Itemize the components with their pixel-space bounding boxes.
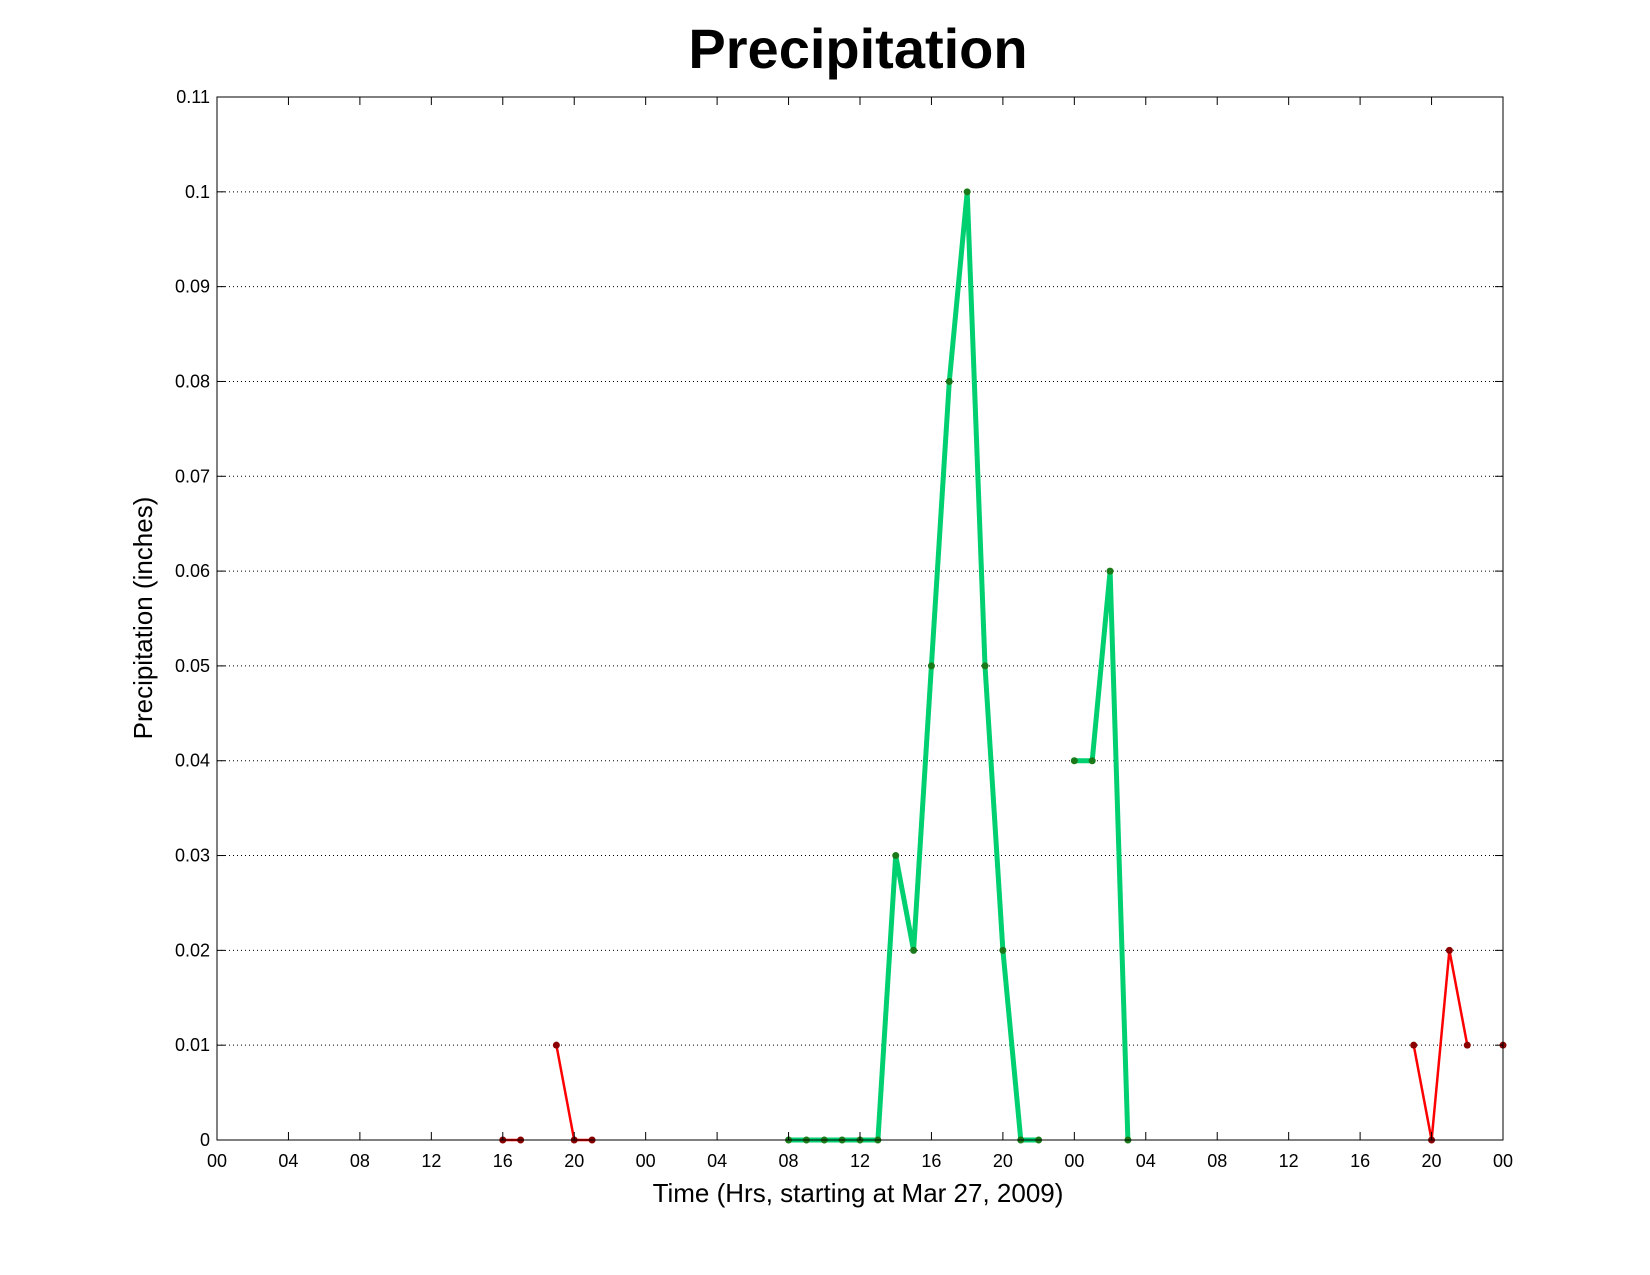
x-tick-label: 20 (1422, 1151, 1442, 1171)
x-tick-label: 16 (1350, 1151, 1370, 1171)
x-axis-label: Time (Hrs, starting at Mar 27, 2009) (653, 1178, 1064, 1208)
green-data-point (1106, 567, 1114, 575)
y-axis-label: Precipitation (inches) (128, 497, 158, 740)
y-tick-label: 0.09 (175, 277, 210, 297)
red-data-point (1445, 946, 1453, 954)
y-tick-label: 0.01 (175, 1035, 210, 1055)
x-tick-label: 00 (1064, 1151, 1084, 1171)
plot-area-frame (216, 96, 1504, 1141)
data-series (499, 188, 1507, 1144)
y-tick-label: 0 (200, 1130, 210, 1150)
chart-title: Precipitation (688, 17, 1027, 80)
green-data-point (945, 377, 953, 385)
x-tick-label: 12 (850, 1151, 870, 1171)
green-data-point (981, 662, 989, 670)
red-data-point (552, 1041, 560, 1049)
red-series-line (555, 1043, 594, 1142)
x-tick-label: 12 (1279, 1151, 1299, 1171)
x-tick-label: 08 (779, 1151, 799, 1171)
y-tick-label: 0.03 (175, 846, 210, 866)
green-data-point (892, 852, 900, 860)
y-tick-label: 0.08 (175, 371, 210, 391)
green-data-point (927, 662, 935, 670)
y-tick-label: 0.1 (185, 182, 210, 202)
x-tick-label: 20 (993, 1151, 1013, 1171)
x-tick-label: 16 (493, 1151, 513, 1171)
x-tick-label: 20 (564, 1151, 584, 1171)
y-tick-label: 0.04 (175, 751, 210, 771)
x-tick-label: 00 (636, 1151, 656, 1171)
gridlines (217, 191, 1503, 1046)
x-tick-label: 00 (1493, 1151, 1513, 1171)
y-tick-label: 0.02 (175, 940, 210, 960)
green-data-point (1088, 757, 1096, 765)
x-tick-label: 08 (1207, 1151, 1227, 1171)
axis-ticks: 0 0.01 0.02 0.03 0.04 0.05 0.06 0.07 0.08 0.09 0.1… (175, 87, 1513, 1171)
x-tick-label: 12 (421, 1151, 441, 1171)
y-tick-label: 0.07 (175, 466, 210, 486)
x-tick-label: 04 (707, 1151, 727, 1171)
green-series-line (1071, 568, 1131, 1143)
x-tick-label: 04 (1136, 1151, 1156, 1171)
red-series-line (1412, 949, 1469, 1142)
green-data-point (963, 188, 971, 196)
x-tick-label: 00 (207, 1151, 227, 1171)
y-tick-label: 0.06 (175, 561, 210, 581)
red-data-point (1410, 1041, 1418, 1049)
green-data-point (910, 946, 918, 954)
x-tick-label: 04 (278, 1151, 298, 1171)
green-data-point (999, 946, 1007, 954)
green-data-point (1070, 757, 1078, 765)
x-tick-label: 16 (921, 1151, 941, 1171)
y-tick-label: 0.05 (175, 656, 210, 676)
red-data-point (1463, 1041, 1471, 1049)
x-tick-label: 08 (350, 1151, 370, 1171)
y-tick-label: 0.11 (176, 87, 210, 107)
